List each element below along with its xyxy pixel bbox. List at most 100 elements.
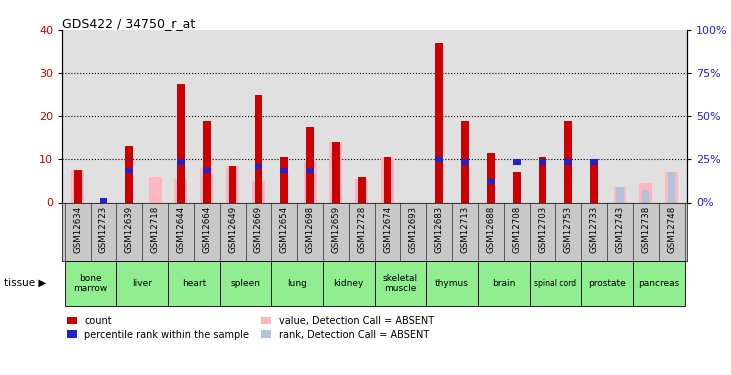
Bar [332,142,340,202]
Text: tissue ▶: tissue ▶ [4,278,46,288]
Text: liver: liver [132,279,152,288]
Bar [330,142,342,202]
Bar [487,153,495,203]
Bar [229,166,236,202]
Bar [355,179,368,203]
Bar [461,121,469,202]
Text: GSM12728: GSM12728 [357,206,366,253]
Bar [539,157,546,203]
Bar [529,261,581,306]
Bar [74,183,81,203]
Bar [539,159,546,165]
Text: GSM12713: GSM12713 [461,206,469,253]
Bar [487,179,495,184]
Bar [513,159,520,165]
Text: GDS422 / 34750_r_at: GDS422 / 34750_r_at [62,17,195,30]
Text: GSM12743: GSM12743 [616,206,624,253]
Text: GSM12723: GSM12723 [99,206,108,253]
Text: kidney: kidney [333,279,364,288]
Text: GSM12659: GSM12659 [331,206,341,252]
Text: GSM12703: GSM12703 [538,206,547,253]
Bar [591,159,598,202]
Bar [116,261,168,306]
Bar [613,188,626,202]
Bar [99,198,107,203]
Text: GSM12669: GSM12669 [254,206,263,252]
Bar [564,121,572,202]
Bar [254,95,262,202]
Bar [65,261,116,306]
Text: heart: heart [182,279,206,288]
Text: spinal cord: spinal cord [534,279,577,288]
Text: bone
marrow: bone marrow [73,274,107,293]
Bar [323,261,374,306]
Bar [591,159,598,165]
Text: GSM12683: GSM12683 [435,206,444,253]
Bar [616,188,624,202]
Bar [281,168,288,173]
Bar [358,177,366,203]
Bar [668,172,675,202]
Bar [203,168,211,173]
Bar [74,170,81,202]
Text: GSM12753: GSM12753 [564,206,573,253]
Text: GSM12733: GSM12733 [590,206,599,253]
Text: skeletal
muscle: skeletal muscle [383,274,418,293]
Text: prostate: prostate [588,279,626,288]
Bar [203,121,211,202]
Bar [564,159,572,165]
Bar [306,168,314,173]
Text: GSM12649: GSM12649 [228,206,237,252]
Bar [513,172,520,202]
Bar [200,168,213,202]
Text: GSM12688: GSM12688 [486,206,496,253]
Bar [281,157,288,203]
Bar [148,177,162,203]
Text: GSM12748: GSM12748 [667,206,676,253]
Bar [633,261,684,306]
Text: GSM12634: GSM12634 [73,206,82,253]
Bar [426,261,478,306]
Bar [168,261,220,306]
Bar [254,164,262,169]
Text: thymus: thymus [435,279,469,288]
Bar [220,261,271,306]
Text: GSM12718: GSM12718 [151,206,159,253]
Text: GSM12708: GSM12708 [512,206,521,253]
Text: GSM12639: GSM12639 [125,206,134,252]
Bar [384,157,391,203]
Text: GSM12738: GSM12738 [641,206,651,253]
Bar [303,162,317,202]
Bar [226,166,239,202]
Bar [252,181,265,203]
Bar [461,159,469,165]
Bar [581,261,633,306]
Bar [665,172,678,202]
Bar [126,147,133,202]
Bar [381,157,394,203]
Bar [478,261,529,306]
Bar [306,127,314,202]
Bar [71,170,84,202]
Text: pancreas: pancreas [638,279,679,288]
Text: GSM12693: GSM12693 [409,206,418,252]
Bar [177,159,185,165]
Text: GSM12698: GSM12698 [306,206,314,252]
Text: GSM12664: GSM12664 [202,206,211,253]
Text: GSM12644: GSM12644 [176,206,186,253]
Bar [643,190,649,202]
Bar [436,43,443,203]
Bar [271,261,323,306]
Text: lung: lung [287,279,307,288]
Bar [374,261,426,306]
Text: brain: brain [492,279,515,288]
Text: GSM12654: GSM12654 [280,206,289,253]
Text: spleen: spleen [230,279,260,288]
Legend: count, percentile rank within the sample, value, Detection Call = ABSENT, rank, : count, percentile rank within the sample… [67,316,433,339]
Text: GSM12674: GSM12674 [383,206,392,253]
Bar [177,84,185,203]
Bar [126,168,133,173]
Bar [640,183,652,203]
Bar [175,179,187,203]
Bar [436,157,443,162]
